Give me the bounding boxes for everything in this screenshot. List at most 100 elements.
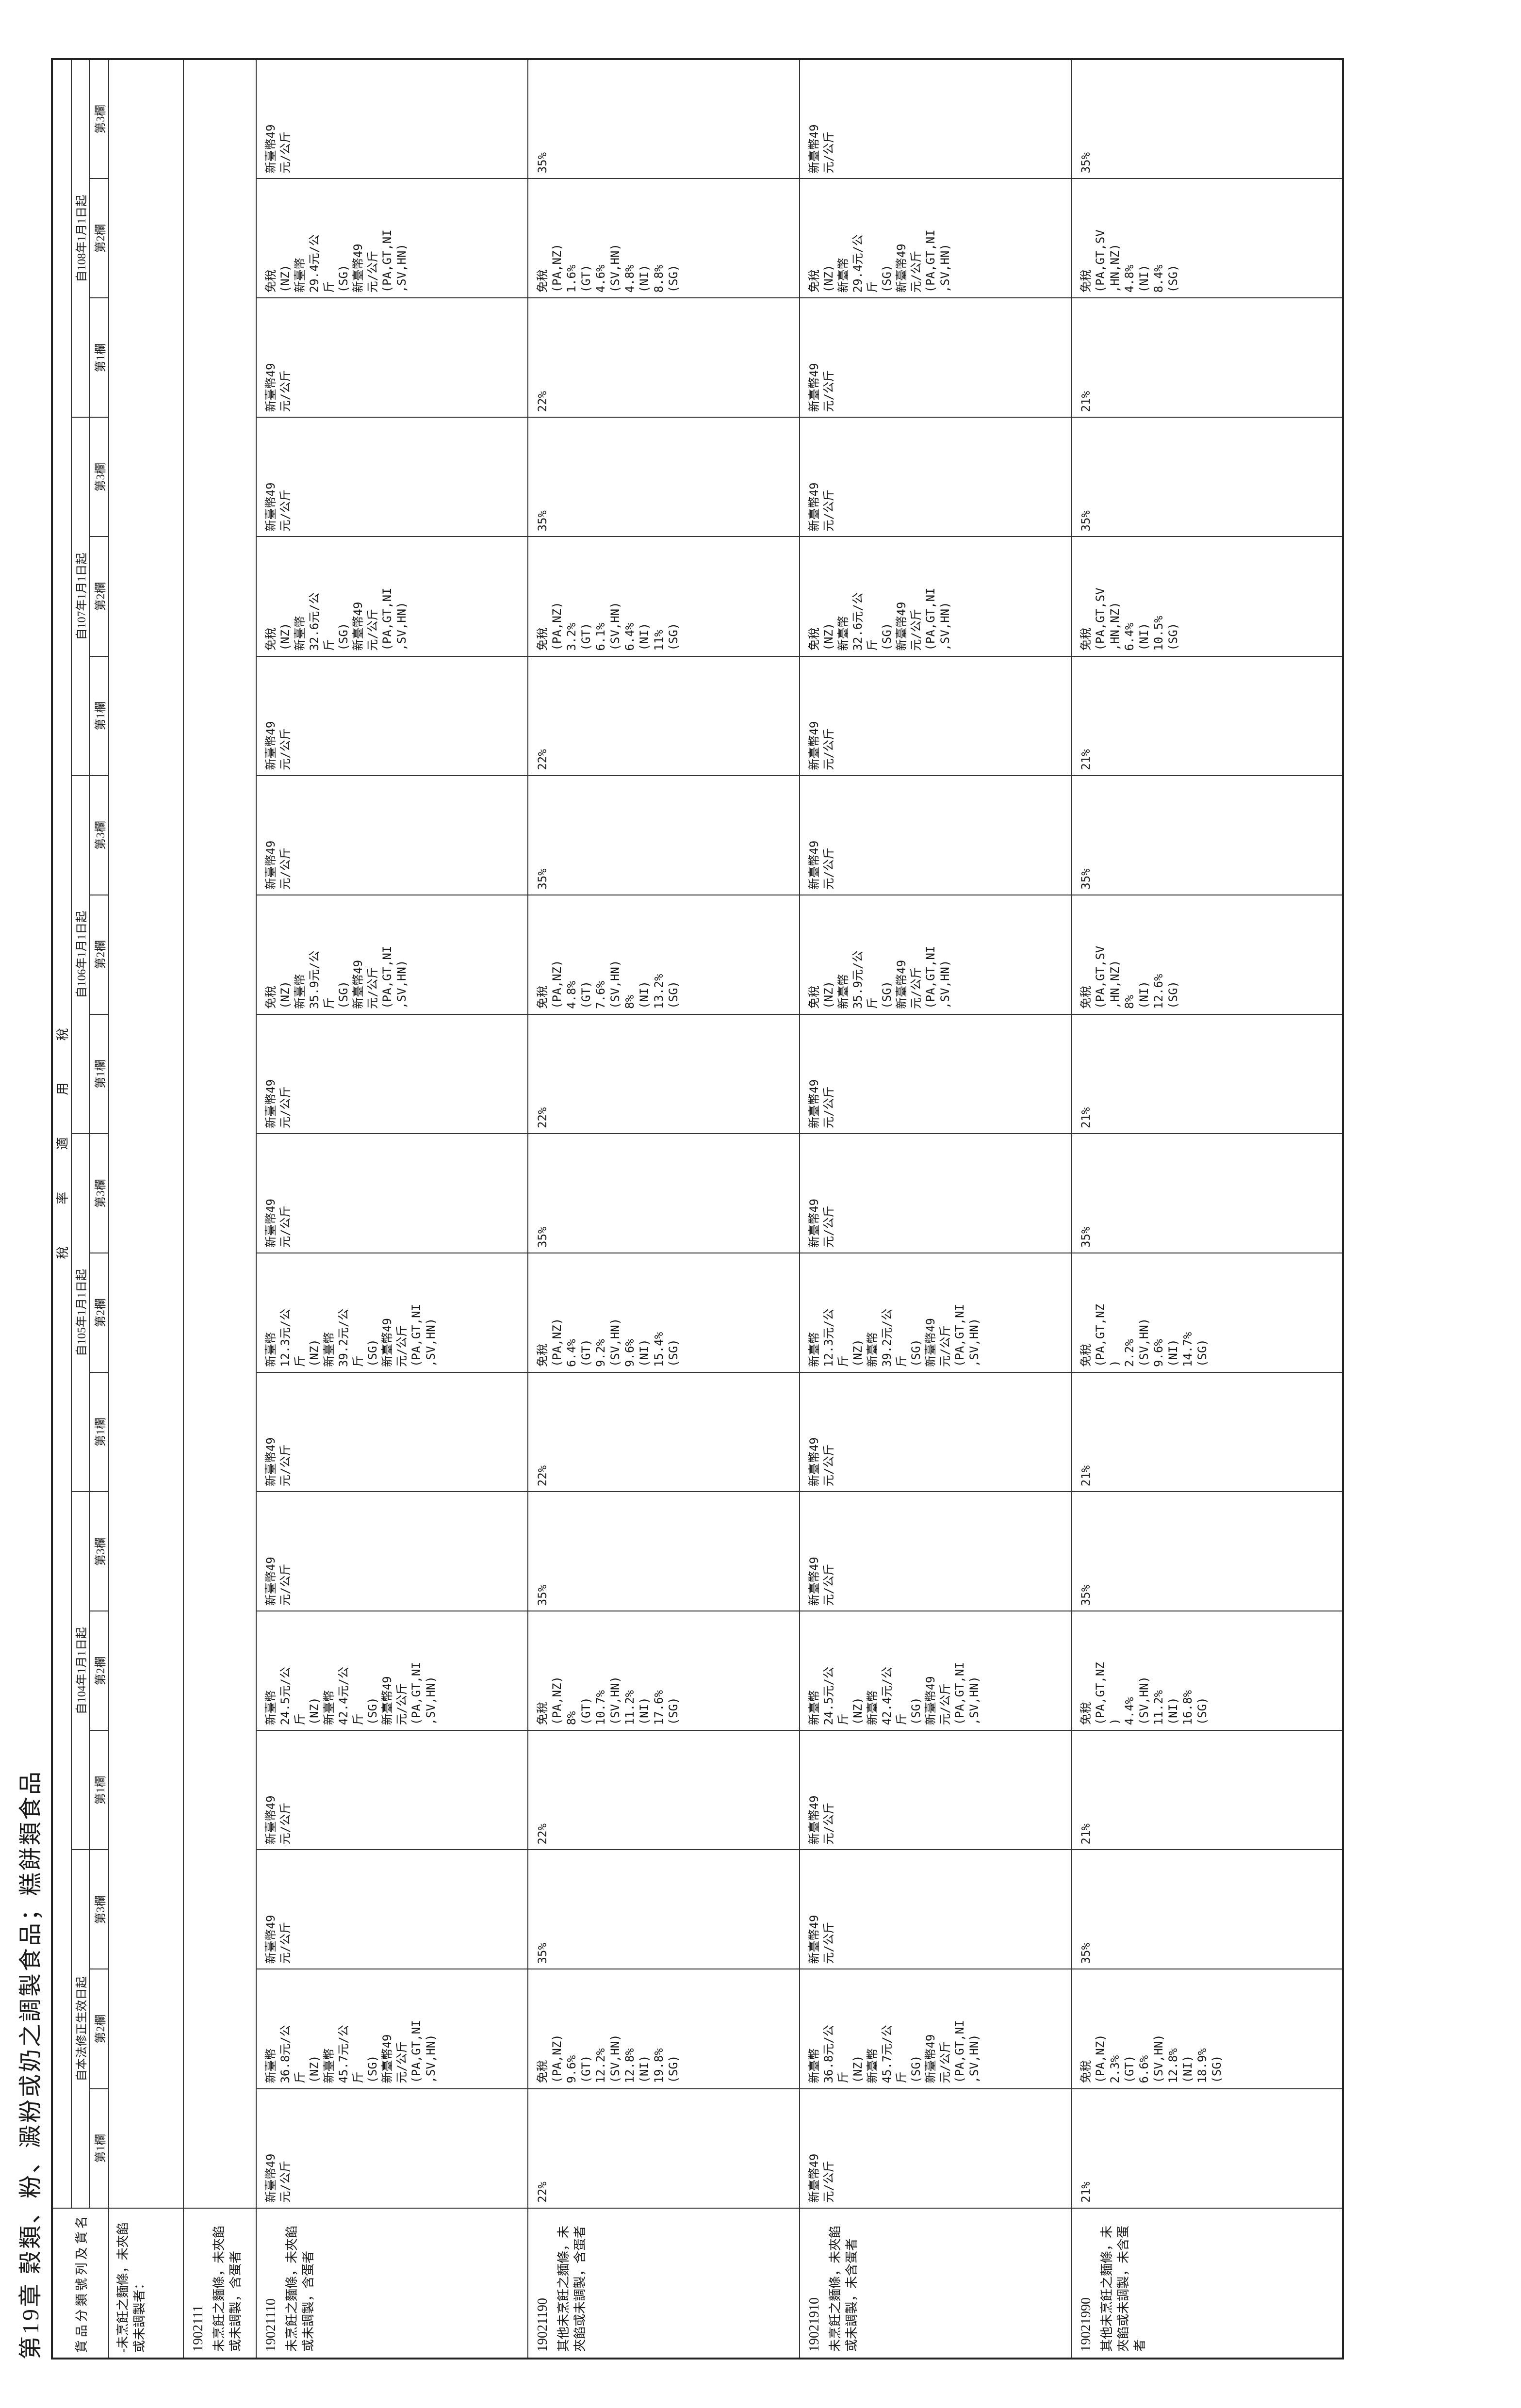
rate-cell-c3: 新臺幣49 元/公斤	[256, 59, 528, 179]
rate-cell-c2: 免稅 (PA,NZ) 4.8% (GT) 7.6% (SV,HN) 8% (NI…	[528, 895, 800, 1014]
table-row: 19021190 其他未烹飪之麵條，未夾餡或未調製，含蛋者 22% 免稅 (PA,NZ…	[528, 59, 800, 2359]
row-description: 其他未烹飪之麵條，未夾餡或未調製，含蛋者	[556, 2225, 587, 2352]
column-header-3-0: 第1欄	[89, 1014, 109, 1134]
rate-cell-c3: 新臺幣49 元/公斤	[800, 1133, 1071, 1253]
rate-cell-c1: 新臺幣49 元/公斤	[800, 1730, 1071, 1850]
rate-cell-c3: 35%	[528, 417, 800, 537]
rate-cell-c1: 新臺幣49 元/公斤	[800, 1372, 1071, 1492]
period-header-4: 自107年1月1日起	[71, 417, 89, 776]
table-row: 19021110 未烹飪之麵條，未夾餡或未調製，含蛋者 新臺幣49 元/公斤 新臺幣 …	[256, 59, 528, 2359]
column-header-5-2: 第3欄	[89, 59, 109, 179]
rate-cell-c2: 新臺幣 24.5元/公 斤 (NZ) 新臺幣 42.4元/公 斤 (SG) 新臺…	[800, 1611, 1071, 1731]
row-head: 19021190 其他未烹飪之麵條，未夾餡或未調製，含蛋者	[528, 2208, 800, 2359]
row-code: 19021910	[807, 2297, 822, 2352]
intro-blank	[109, 59, 183, 2208]
table-row-heading: 1902111 未烹飪之麵條，未夾餡或未調製，含蛋者	[183, 59, 256, 2359]
column-header-1-1: 第2欄	[89, 1611, 109, 1731]
column-header-4-0: 第1欄	[89, 656, 109, 776]
rate-cell-c1: 22%	[528, 1730, 800, 1850]
rate-cell-c3: 新臺幣49 元/公斤	[256, 1133, 528, 1253]
rate-cell-c1: 21%	[1071, 656, 1343, 776]
row-code: 1902111	[191, 2305, 206, 2352]
column-header-1-2: 第3欄	[89, 1492, 109, 1611]
rate-cell-c2: 新臺幣 12.3元/公 斤 (NZ) 新臺幣 39.2元/公 斤 (SG) 新臺…	[800, 1253, 1071, 1373]
row-head: 1902111 未烹飪之麵條，未夾餡或未調製，含蛋者	[183, 2208, 256, 2359]
intro-row: -未烹飪之麵條，未夾餡或未調製者：	[109, 59, 183, 2359]
rate-cell-c3: 新臺幣49 元/公斤	[256, 1492, 528, 1611]
rate-cell-c2: 免稅 (PA,NZ) 6.4% (GT) 9.2% (SV,HN) 9.6% (…	[528, 1253, 800, 1373]
rate-cell-c3: 35%	[528, 59, 800, 179]
rate-cell-c3: 35%	[528, 1850, 800, 1969]
column-header-0-0: 第1欄	[89, 2088, 109, 2208]
rate-cell-c2: 免稅 (PA,GT,NZ ) 2.2% (SV,HN) 9.6% (NI) 14…	[1071, 1253, 1343, 1373]
column-header-3-2: 第3欄	[89, 775, 109, 895]
header-rate-word-3: 適	[56, 1118, 70, 1150]
rate-cell-c3: 新臺幣49 元/公斤	[256, 775, 528, 895]
header-product-column: 貨品分類號列及貨名	[52, 2208, 109, 2359]
column-header-2-2: 第3欄	[89, 1133, 109, 1253]
rate-cell-c3: 35%	[528, 1492, 800, 1611]
rate-cell-c1: 新臺幣49 元/公斤	[256, 1014, 528, 1134]
rate-cell-c2: 免稅 (PA,GT,SV ,HN,NZ) 4.8% (NI) 8.4% (SG)	[1071, 179, 1343, 298]
rate-cell-c2: 免稅 (NZ) 新臺幣 32.6元/公 斤 (SG) 新臺幣49 元/公斤 (P…	[256, 537, 528, 656]
row-head: 19021910 未烹飪之麵條，未夾餡或未調製，未含蛋者	[800, 2208, 1071, 2359]
rate-cell-c2: 免稅 (NZ) 新臺幣 29.4元/公 斤 (SG) 新臺幣49 元/公斤 (P…	[256, 179, 528, 298]
rate-cell-c1: 新臺幣49 元/公斤	[256, 656, 528, 776]
rate-cell-c1: 新臺幣49 元/公斤	[256, 298, 528, 418]
column-header-0-1: 第2欄	[89, 1969, 109, 2089]
rate-cell-c1: 21%	[1071, 298, 1343, 418]
row-description: 其他未烹飪之麵條，未夾餡或未調製，未含蛋者	[1100, 2225, 1147, 2352]
rate-cell-c1: 新臺幣49 元/公斤	[800, 298, 1071, 418]
header-rate-group: 稅 率 適 用 稅	[52, 59, 71, 2208]
header-rate-word-1: 稅	[56, 1227, 70, 1259]
rate-cell-c2: 免稅 (PA,GT,NZ ) 4.4% (SV,HN) 11.2% (NI) 1…	[1071, 1611, 1343, 1731]
column-header-4-1: 第2欄	[89, 537, 109, 656]
column-header-1-0: 第1欄	[89, 1730, 109, 1850]
column-header-5-1: 第2欄	[89, 179, 109, 298]
rate-cell-c2: 免稅 (PA,NZ) 9.6% (GT) 12.2% (SV,HN) 12.8%…	[528, 1969, 800, 2089]
rate-cell-c2: 免稅 (NZ) 新臺幣 29.4元/公 斤 (SG) 新臺幣49 元/公斤 (P…	[800, 179, 1071, 298]
column-header-2-1: 第2欄	[89, 1253, 109, 1373]
rate-cell-c2: 免稅 (NZ) 新臺幣 35.9元/公 斤 (SG) 新臺幣49 元/公斤 (P…	[256, 895, 528, 1014]
rate-cell-c1: 22%	[528, 1014, 800, 1134]
header-rate-word-2: 率	[56, 1172, 70, 1204]
rate-cell-c2: 免稅 (NZ) 新臺幣 35.9元/公 斤 (SG) 新臺幣49 元/公斤 (P…	[800, 895, 1071, 1014]
rate-cell-c3: 新臺幣49 元/公斤	[800, 1850, 1071, 1969]
rate-cell-c1: 新臺幣49 元/公斤	[800, 656, 1071, 776]
rate-cell-c3: 35%	[528, 1133, 800, 1253]
column-header-3-1: 第2欄	[89, 895, 109, 1014]
row-head: 19021110 未烹飪之麵條，未夾餡或未調製，含蛋者	[256, 2208, 528, 2359]
rate-cell-c1: 21%	[1071, 1372, 1343, 1492]
rate-cell-c2: 免稅 (PA,NZ) 2.3% (GT) 6.6% (SV,HN) 12.8% …	[1071, 1969, 1343, 2089]
rate-cell-c3: 35%	[1071, 775, 1343, 895]
row-code: 19021990	[1079, 2297, 1094, 2352]
row-code: 19021190	[535, 2298, 550, 2352]
rate-cell-c3: 35%	[1071, 417, 1343, 537]
header-rate-word-5: 稅	[56, 1009, 70, 1041]
rate-cell-c1: 21%	[1071, 1730, 1343, 1850]
rate-cell-c1: 21%	[1071, 1014, 1343, 1134]
rate-cell-c2: 免稅 (PA,GT,SV ,HN,NZ) 8% (NI) 12.6% (SG)	[1071, 895, 1343, 1014]
row-description: 未烹飪之麵條，未夾餡或未調製，含蛋者	[212, 2225, 243, 2352]
period-header-1: 自104年1月1日起	[71, 1492, 89, 1850]
row-head: 19021990 其他未烹飪之麵條，未夾餡或未調製，未含蛋者	[1071, 2208, 1343, 2359]
rate-cell-c3: 新臺幣49 元/公斤	[800, 775, 1071, 895]
column-header-0-2: 第3欄	[89, 1850, 109, 1969]
rate-cell-c3: 新臺幣49 元/公斤	[256, 417, 528, 537]
rate-cell-c3: 新臺幣49 元/公斤	[800, 1492, 1071, 1611]
tariff-table: 貨品分類號列及貨名 稅 率 適 用 稅 自本法修正生效日起 自104年1月1日起自…	[51, 58, 1344, 2359]
rate-cell-c2: 免稅 (PA,NZ) 3.2% (GT) 6.1% (SV,HN) 6.4% (…	[528, 537, 800, 656]
rate-cell-c2: 免稅 (NZ) 新臺幣 32.6元/公 斤 (SG) 新臺幣49 元/公斤 (P…	[800, 537, 1071, 656]
rate-cell-c1: 21%	[1071, 2088, 1343, 2208]
rate-cell-c2: 新臺幣 12.3元/公 斤 (NZ) 新臺幣 39.2元/公 斤 (SG) 新臺…	[256, 1253, 528, 1373]
rate-cell-c3: 35%	[528, 775, 800, 895]
period-header-5: 自108年1月1日起	[71, 59, 89, 418]
rate-cell-c2: 新臺幣 36.8元/公 斤 (NZ) 新臺幣 45.7元/公 斤 (SG) 新臺…	[800, 1969, 1071, 2089]
rate-cell-c3: 35%	[1071, 59, 1343, 179]
rate-cell-c1: 新臺幣49 元/公斤	[256, 1730, 528, 1850]
period-header-2: 自105年1月1日起	[71, 1133, 89, 1492]
period-header-0: 自本法修正生效日起	[71, 1850, 89, 2208]
rate-cell-c2: 新臺幣 24.5元/公 斤 (NZ) 新臺幣 42.4元/公 斤 (SG) 新臺…	[256, 1611, 528, 1731]
rate-cell-c2: 免稅 (PA,NZ) 1.6% (GT) 4.6% (SV,HN) 4.8% (…	[528, 179, 800, 298]
rate-cell-c1: 新臺幣49 元/公斤	[256, 2088, 528, 2208]
